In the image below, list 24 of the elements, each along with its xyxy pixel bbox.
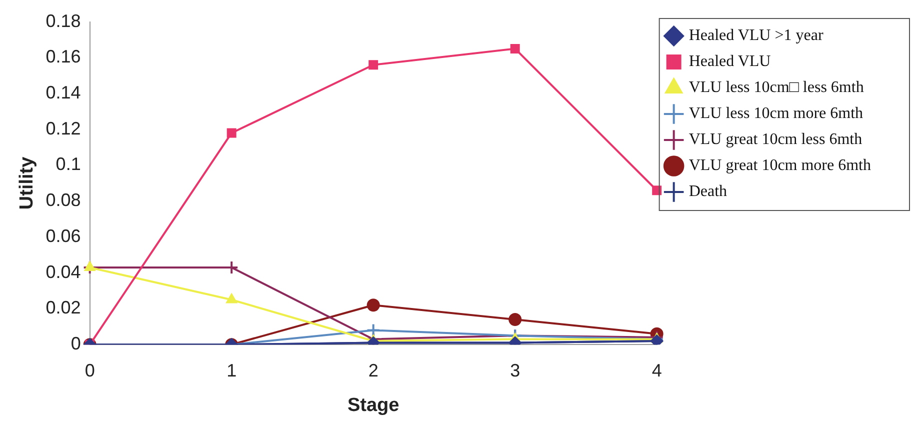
legend-label: VLU great 10cm less 6mth: [688, 131, 862, 148]
legend-label: Death: [688, 183, 728, 200]
y-axis-title: Utility: [16, 156, 38, 210]
y-tick-label: 0.18: [46, 10, 81, 31]
y-tick-label: 0.08: [46, 190, 81, 210]
x-tick-label: 3: [510, 360, 520, 380]
legend-label: VLU great 10cm more 6mth: [688, 157, 871, 174]
x-tick-label: 4: [652, 360, 662, 380]
y-tick-label: 0.1: [56, 154, 81, 174]
legend-label: VLU less 10cm□ less 6mth: [688, 79, 864, 96]
legend-label: Healed VLU >1 year: [688, 27, 824, 44]
y-tick-label: 0.04: [46, 262, 81, 282]
x-tick-label: 2: [368, 360, 378, 380]
y-tick-label: 0.14: [46, 82, 81, 102]
y-tick-label: 0.06: [46, 226, 81, 246]
x-axis-title: Stage: [347, 394, 400, 416]
y-tick-label: 0.16: [46, 46, 81, 67]
legend-label: VLU less 10cm more 6mth: [688, 105, 864, 122]
y-tick-label: 0.02: [46, 298, 81, 318]
x-tick-label: 0: [84, 360, 95, 380]
y-tick-label: 0.12: [46, 118, 81, 138]
y-tick-label: 0: [70, 334, 81, 354]
legend-label: Healed VLU: [688, 53, 772, 70]
x-tick-label: 1: [226, 360, 237, 380]
